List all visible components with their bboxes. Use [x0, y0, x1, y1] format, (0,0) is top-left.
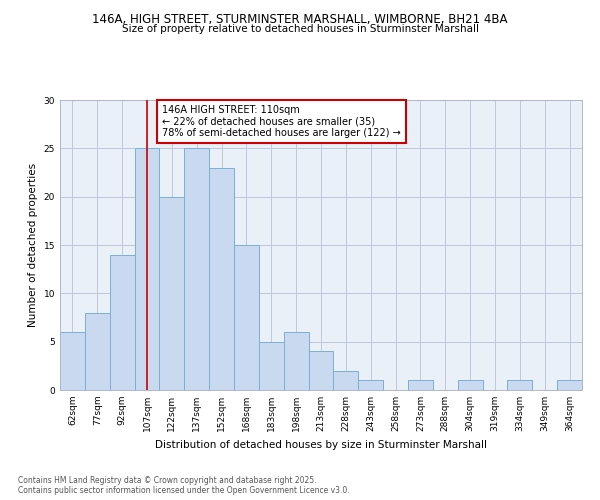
Bar	[508, 380, 532, 390]
X-axis label: Distribution of detached houses by size in Sturminster Marshall: Distribution of detached houses by size …	[155, 440, 487, 450]
Bar	[284, 332, 308, 390]
Bar	[110, 254, 134, 390]
Bar	[458, 380, 482, 390]
Text: 146A HIGH STREET: 110sqm
← 22% of detached houses are smaller (35)
78% of semi-d: 146A HIGH STREET: 110sqm ← 22% of detach…	[162, 105, 401, 138]
Text: Contains HM Land Registry data © Crown copyright and database right 2025.
Contai: Contains HM Land Registry data © Crown c…	[18, 476, 350, 495]
Text: 146A, HIGH STREET, STURMINSTER MARSHALL, WIMBORNE, BH21 4BA: 146A, HIGH STREET, STURMINSTER MARSHALL,…	[92, 12, 508, 26]
Bar	[184, 148, 209, 390]
Bar	[209, 168, 234, 390]
Bar	[134, 148, 160, 390]
Bar	[334, 370, 358, 390]
Bar	[234, 245, 259, 390]
Bar	[160, 196, 184, 390]
Text: Size of property relative to detached houses in Sturminster Marshall: Size of property relative to detached ho…	[121, 24, 479, 34]
Y-axis label: Number of detached properties: Number of detached properties	[28, 163, 38, 327]
Bar	[60, 332, 85, 390]
Bar	[358, 380, 383, 390]
Bar	[557, 380, 582, 390]
Bar	[408, 380, 433, 390]
Bar	[259, 342, 284, 390]
Bar	[85, 312, 110, 390]
Bar	[308, 352, 334, 390]
